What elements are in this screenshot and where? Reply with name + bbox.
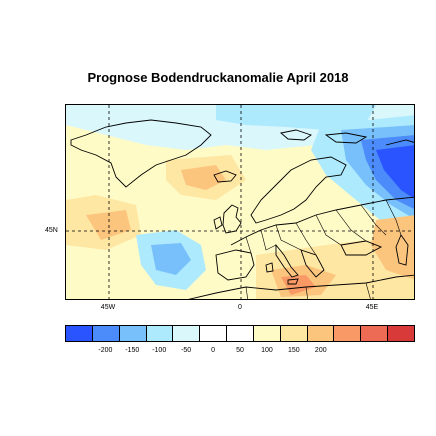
anomaly-map-svg [66,105,414,299]
field-atlantic-positive-core [181,165,226,190]
field-iberia-negative-core [151,243,191,275]
country-borders [245,199,402,299]
colorbar-cell [200,326,228,341]
colorbar-labels: -200 -150 -100 -50 0 50 100 150 200 [65,347,415,357]
colorbar-cell [146,326,174,341]
colorbar-cell [173,326,201,341]
colorbar-cell [334,326,362,341]
lat-label-45n: 45N [45,227,58,234]
colorbar-tick-label: 50 [236,347,244,354]
colorbar [65,325,415,342]
colorbar-tick-label: 100 [261,347,273,354]
field-ne-europe-negative-core [376,145,414,199]
colorbar-cell [307,326,335,341]
colorbar-cell [253,326,281,341]
anomaly-map [65,104,415,300]
colorbar-cell [388,326,414,341]
colorbar-cell [92,326,120,341]
colorbar-tick-label: -150 [125,347,140,354]
colorbar-tick-label: 150 [288,347,300,354]
colorbar-tick-label: -50 [181,347,192,354]
colorbar-cell [280,326,308,341]
lon-label-0: 0 [238,304,242,311]
colorbar-cell [119,326,147,341]
colorbar-tick-label: 0 [211,347,216,354]
field-west-atlantic-core [86,210,131,240]
colorbar-cell [227,326,254,341]
lon-label-45e: 45E [365,304,379,311]
colorbar-cell [361,326,389,341]
colorbar-cell [66,326,93,341]
colorbar-tick-label: -100 [152,347,167,354]
colorbar-tick-label: -200 [98,347,113,354]
coastlines [70,119,414,299]
lon-label-45w: 45W [100,304,116,311]
colorbar-tick-label: 200 [314,347,327,354]
map-title: Prognose Bodendruckanomalie April 2018 [87,70,349,85]
